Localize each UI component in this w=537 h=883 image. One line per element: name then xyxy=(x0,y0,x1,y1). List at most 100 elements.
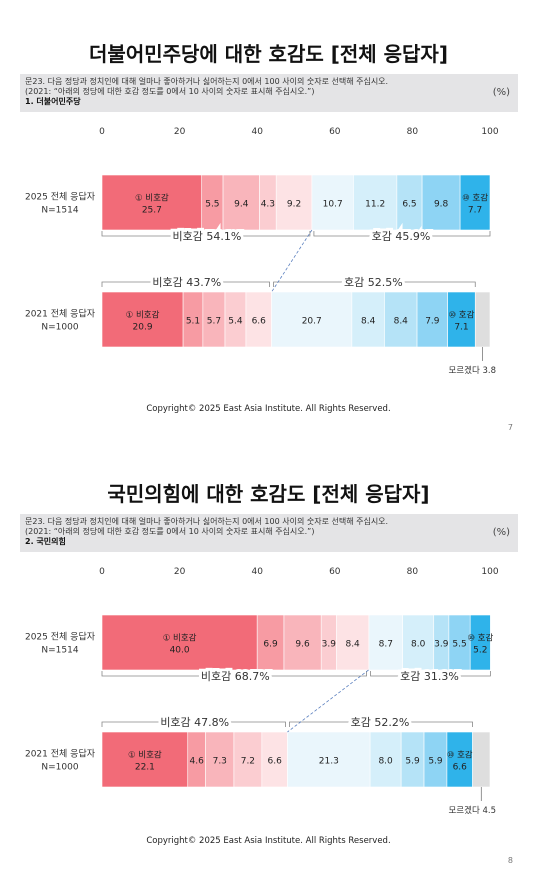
segment-value-label: 4.6 xyxy=(190,757,205,767)
x-tick-label: 100 xyxy=(481,567,498,577)
unfav-bracket xyxy=(101,281,270,287)
bar-segment xyxy=(447,291,476,348)
bar-segment xyxy=(472,731,491,788)
x-tick-label: 80 xyxy=(407,127,419,137)
x-tick-label: 60 xyxy=(329,567,341,577)
segment-value-label: 6.9 xyxy=(263,640,278,650)
bar-segment xyxy=(245,291,272,348)
bar-segment xyxy=(353,174,398,231)
x-tick-label: 40 xyxy=(251,567,263,577)
segment-value-label: 8.4 xyxy=(345,640,360,650)
question-box: 문23. 다음 정당과 정치인에 대해 얼마나 좋아하거나 싫어하는지 0에서 … xyxy=(20,74,518,112)
bar-row: 2021 전체 응답자 N=1000 ① 비호감 22.1 4.6 7.3 7.2 6.6 21… xyxy=(25,713,496,816)
bar-row: 2025 전체 응답자 N=1514 ① 비호감 40.0 6.9 9.6 3.9 8.4 8.… xyxy=(25,614,493,686)
split-connector xyxy=(271,229,313,293)
segment-value-label: 6.6 xyxy=(267,757,282,767)
x-tick-label: 60 xyxy=(329,127,341,137)
unfav-total-label: 비호감 47.8% xyxy=(160,716,229,729)
dontknow-label: 모르겠다 4.5 xyxy=(448,805,496,816)
bar-segment xyxy=(402,614,435,671)
bar-segment xyxy=(233,731,263,788)
segment-value-label: 6.5 xyxy=(402,200,416,210)
unfav-bracket xyxy=(101,671,367,677)
segment-value-label: 9.6 xyxy=(295,640,310,650)
fav-total-label: 호감 52.5% xyxy=(344,276,403,289)
fav-bracket xyxy=(289,721,473,727)
bar-segment xyxy=(421,174,461,231)
x-tick-label: 20 xyxy=(174,127,186,137)
segment-name-label: ① 비호감 xyxy=(128,750,162,761)
bar-segment xyxy=(271,291,353,348)
x-tick-label: 100 xyxy=(481,127,498,137)
row-label: 2021 전체 응답자 xyxy=(25,308,96,320)
unfav-total-label: 비호감 43.7% xyxy=(152,276,221,289)
segment-value-label: 40.0 xyxy=(170,646,190,656)
x-tick-label: 40 xyxy=(251,127,263,137)
unfav-bracket xyxy=(101,231,311,237)
row-n-label: N=1514 xyxy=(41,646,78,656)
x-tick-label: 80 xyxy=(407,567,419,577)
page-number: 8 xyxy=(507,856,513,865)
segment-value-label: 6.6 xyxy=(453,763,468,773)
segment-value-label: 8.4 xyxy=(361,317,376,327)
question-line-2: (2021: “아래의 정당에 대한 호감 정도를 0에서 10 사이의 숫자로… xyxy=(25,527,315,536)
bar-segment xyxy=(101,291,184,348)
chart-title: 더불어민주당에 대한 호감도 [전체 응답자] xyxy=(89,42,448,66)
segment-value-label: 5.7 xyxy=(207,317,221,327)
chart-subtitle: 1. 더불어민주당 xyxy=(25,97,81,106)
segment-value-label: 8.0 xyxy=(411,640,426,650)
unit-label: (%) xyxy=(492,87,510,98)
x-tick-label: 20 xyxy=(174,567,186,577)
bar-segment xyxy=(205,731,235,788)
bar-segment xyxy=(469,614,491,671)
segment-value-label: 8.4 xyxy=(394,317,409,327)
segment-value-label: 8.7 xyxy=(379,640,393,650)
fav-bracket xyxy=(370,671,491,677)
chart-subtitle: 2. 국민의힘 xyxy=(25,537,66,546)
bar-segment xyxy=(261,731,288,788)
question-line-1: 문23. 다음 정당과 정치인에 대해 얼마나 좋아하거나 싫어하는지 0에서 … xyxy=(25,517,389,526)
bar-row: 2025 전체 응답자 N=1514 ① 비호감 25.7 5.5 9.4 4.3 9.2 10… xyxy=(25,174,491,246)
fav-bracket xyxy=(313,231,491,237)
segment-name-label: ⑩ 호감 xyxy=(462,193,488,204)
x-tick-label: 0 xyxy=(99,127,105,137)
segment-value-label: 20.9 xyxy=(133,323,153,333)
row-n-label: N=1000 xyxy=(41,323,78,333)
segment-value-label: 22.1 xyxy=(135,763,155,773)
segment-value-label: 5.4 xyxy=(228,317,243,327)
segment-value-label: 5.5 xyxy=(205,200,219,210)
segment-value-label: 3.9 xyxy=(434,640,449,650)
bar-segment xyxy=(287,731,371,788)
copyright-footer: Copyright© 2025 East Asia Institute. All… xyxy=(146,404,391,414)
chart-panel-ppp: 국민의힘에 대한 호감도 [전체 응답자] 문23. 다음 정당과 정치인에 대… xyxy=(0,440,537,880)
unfav-total-label: 비호감 68.7% xyxy=(201,670,270,683)
copyright-footer: Copyright© 2025 East Asia Institute. All… xyxy=(146,836,391,846)
chart-title: 국민의힘에 대한 호감도 [전체 응답자] xyxy=(107,482,430,506)
segment-name-label: ⑩ 호감 xyxy=(467,633,493,644)
bar-segment xyxy=(256,614,285,671)
segment-value-label: 9.2 xyxy=(287,200,301,210)
page-number: 7 xyxy=(507,423,513,432)
segment-value-label: 5.9 xyxy=(405,757,420,767)
bar-segment xyxy=(369,731,402,788)
segment-value-label: 7.1 xyxy=(454,323,468,333)
segment-value-label: 7.9 xyxy=(425,317,440,327)
segment-value-label: 5.1 xyxy=(186,317,200,327)
row-n-label: N=1514 xyxy=(41,206,78,216)
question-box: 문23. 다음 정당과 정치인에 대해 얼마나 좋아하거나 싫어하는지 0에서 … xyxy=(20,514,518,552)
question-line-2: (2021: “아래의 정당에 대한 호감 정도를 0에서 10 사이의 숫자로… xyxy=(25,87,315,96)
split-connector xyxy=(287,669,369,733)
segment-name-label: ⑩ 호감 xyxy=(447,750,473,761)
segment-value-label: 11.2 xyxy=(365,200,385,210)
segment-name-label: ① 비호감 xyxy=(126,310,160,321)
segment-value-label: 7.2 xyxy=(241,757,255,767)
question-line-1: 문23. 다음 정당과 정치인에 대해 얼마나 좋아하거나 싫어하는지 0에서 … xyxy=(25,77,389,86)
row-label: 2025 전체 응답자 xyxy=(25,191,96,203)
bar-segment xyxy=(446,731,473,788)
segment-value-label: 6.6 xyxy=(252,317,267,327)
row-label: 2025 전체 응답자 xyxy=(25,631,96,643)
bar-segment xyxy=(101,174,203,231)
segment-value-label: 5.9 xyxy=(428,757,443,767)
stacked-bar-chart: 0 20 40 60 80 100 2025 전체 응답자 N=1514 ① 비호감 25.7 5.… xyxy=(25,127,499,376)
chart-panel-democratic: 더불어민주당에 대한 호감도 [전체 응답자] 문23. 다음 정당과 정치인에… xyxy=(0,0,537,440)
